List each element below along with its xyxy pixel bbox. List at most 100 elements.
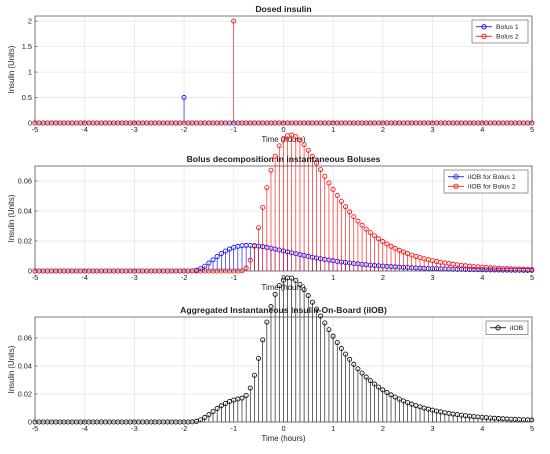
stem-marker bbox=[305, 147, 311, 153]
legend-entry: iIOB bbox=[510, 325, 524, 332]
stem-marker bbox=[322, 173, 328, 179]
stem-marker bbox=[359, 222, 365, 228]
stem-marker bbox=[276, 283, 282, 289]
x-tick-label: 1 bbox=[331, 273, 335, 282]
stem-marker bbox=[309, 299, 315, 305]
stem-marker bbox=[343, 351, 349, 357]
stem-marker bbox=[280, 277, 286, 283]
stem-marker bbox=[276, 143, 282, 149]
stem-marker bbox=[193, 418, 199, 424]
x-tick-label: -5 bbox=[32, 424, 39, 433]
y-tick-label: 0 bbox=[28, 418, 32, 427]
stem-marker bbox=[305, 293, 311, 299]
stem-marker bbox=[297, 281, 303, 287]
x-tick-label: -4 bbox=[81, 273, 88, 282]
x-tick-label: -4 bbox=[81, 125, 88, 134]
stem-marker bbox=[322, 320, 328, 326]
x-tick-label: 3 bbox=[431, 273, 435, 282]
y-tick-label: 1 bbox=[28, 68, 32, 77]
stem-marker bbox=[251, 243, 257, 249]
x-tick-label: 5 bbox=[530, 125, 534, 134]
stem-marker bbox=[251, 372, 257, 378]
legend-entry: Bolus 2 bbox=[496, 34, 519, 41]
x-tick-label: 3 bbox=[431, 424, 435, 433]
stem-marker bbox=[214, 254, 220, 260]
stem-marker bbox=[363, 226, 369, 232]
stem-marker bbox=[392, 394, 398, 400]
x-tick-label: 1 bbox=[331, 424, 335, 433]
x-axis-label: Time (hours) bbox=[262, 434, 306, 443]
legend-entry: iIOB for Bolus 2 bbox=[468, 184, 516, 191]
chart-title: Dosed insulin bbox=[255, 4, 311, 14]
stem-marker bbox=[293, 134, 299, 140]
x-tick-label: -2 bbox=[181, 125, 188, 134]
legend-entry: Bolus 1 bbox=[496, 24, 519, 31]
x-tick-label: 2 bbox=[381, 424, 385, 433]
x-tick-label: 0 bbox=[281, 424, 285, 433]
y-tick-label: 0.06 bbox=[18, 334, 32, 343]
stem-marker bbox=[384, 241, 390, 247]
stem-marker bbox=[380, 387, 386, 393]
legend-marker bbox=[453, 174, 459, 180]
stem-marker bbox=[239, 395, 245, 401]
x-tick-label: 0 bbox=[281, 273, 285, 282]
stem-marker bbox=[260, 204, 266, 210]
x-tick-label: -3 bbox=[131, 125, 138, 134]
x-tick-label: -5 bbox=[32, 273, 39, 282]
y-tick-label: 0.04 bbox=[18, 362, 32, 371]
x-tick-label: 0 bbox=[281, 125, 285, 134]
stem-marker bbox=[367, 378, 373, 384]
stem-marker bbox=[326, 180, 332, 186]
stem-marker bbox=[289, 132, 295, 138]
stem-marker bbox=[222, 400, 228, 406]
y-tick-label: 0 bbox=[28, 267, 32, 276]
chart-title: Aggregated Instantaneous Insulin-On-Boar… bbox=[180, 305, 387, 315]
x-tick-label: 4 bbox=[480, 125, 484, 134]
x-tick-label: 4 bbox=[480, 273, 484, 282]
stem-marker bbox=[301, 287, 307, 293]
stem-marker bbox=[355, 218, 361, 224]
x-tick-label: 2 bbox=[381, 125, 385, 134]
legend-marker bbox=[481, 33, 487, 39]
panel-2: -5 -4 -3 -2 -1 0 1 2 3 4 5 0 0.02 0.04 0.06 Bolus decom… bbox=[7, 132, 535, 292]
x-tick-label: 3 bbox=[431, 125, 435, 134]
stem-marker bbox=[388, 243, 394, 249]
x-tick-label: 2 bbox=[381, 273, 385, 282]
stem-marker bbox=[392, 245, 398, 251]
x-tick-label: -3 bbox=[131, 273, 138, 282]
stem-marker bbox=[380, 239, 386, 245]
stem-marker bbox=[400, 249, 406, 255]
stem-marker bbox=[206, 412, 212, 418]
legend-marker bbox=[495, 325, 501, 331]
stem-marker bbox=[388, 392, 394, 398]
stem-marker bbox=[326, 327, 332, 333]
stem-marker bbox=[405, 251, 411, 257]
stem-marker bbox=[301, 142, 307, 148]
stem-marker bbox=[376, 384, 382, 390]
x-tick-label: -1 bbox=[231, 273, 238, 282]
legend: iIOB bbox=[485, 320, 529, 335]
stem-marker bbox=[351, 214, 357, 220]
stem-marker bbox=[293, 277, 299, 283]
stem-marker bbox=[206, 260, 212, 266]
stem-marker bbox=[338, 346, 344, 352]
x-tick-label: -5 bbox=[32, 125, 39, 134]
stem-marker bbox=[363, 374, 369, 380]
stem-marker bbox=[371, 233, 377, 239]
legend-marker bbox=[481, 24, 487, 30]
stem-marker bbox=[338, 198, 344, 204]
stem-marker bbox=[318, 167, 324, 173]
stem-marker bbox=[314, 306, 320, 312]
x-tick-label: -1 bbox=[231, 424, 238, 433]
stem-marker bbox=[214, 406, 220, 412]
stem-marker bbox=[334, 340, 340, 346]
x-tick-label: -1 bbox=[231, 125, 238, 134]
x-tick-label: -4 bbox=[81, 424, 88, 433]
stem-marker bbox=[243, 392, 249, 398]
legend-marker bbox=[453, 183, 459, 189]
y-tick-label: 0.04 bbox=[18, 207, 32, 216]
y-axis-label: Insulin (Units) bbox=[7, 345, 16, 393]
y-tick-label: 0.02 bbox=[18, 237, 32, 246]
